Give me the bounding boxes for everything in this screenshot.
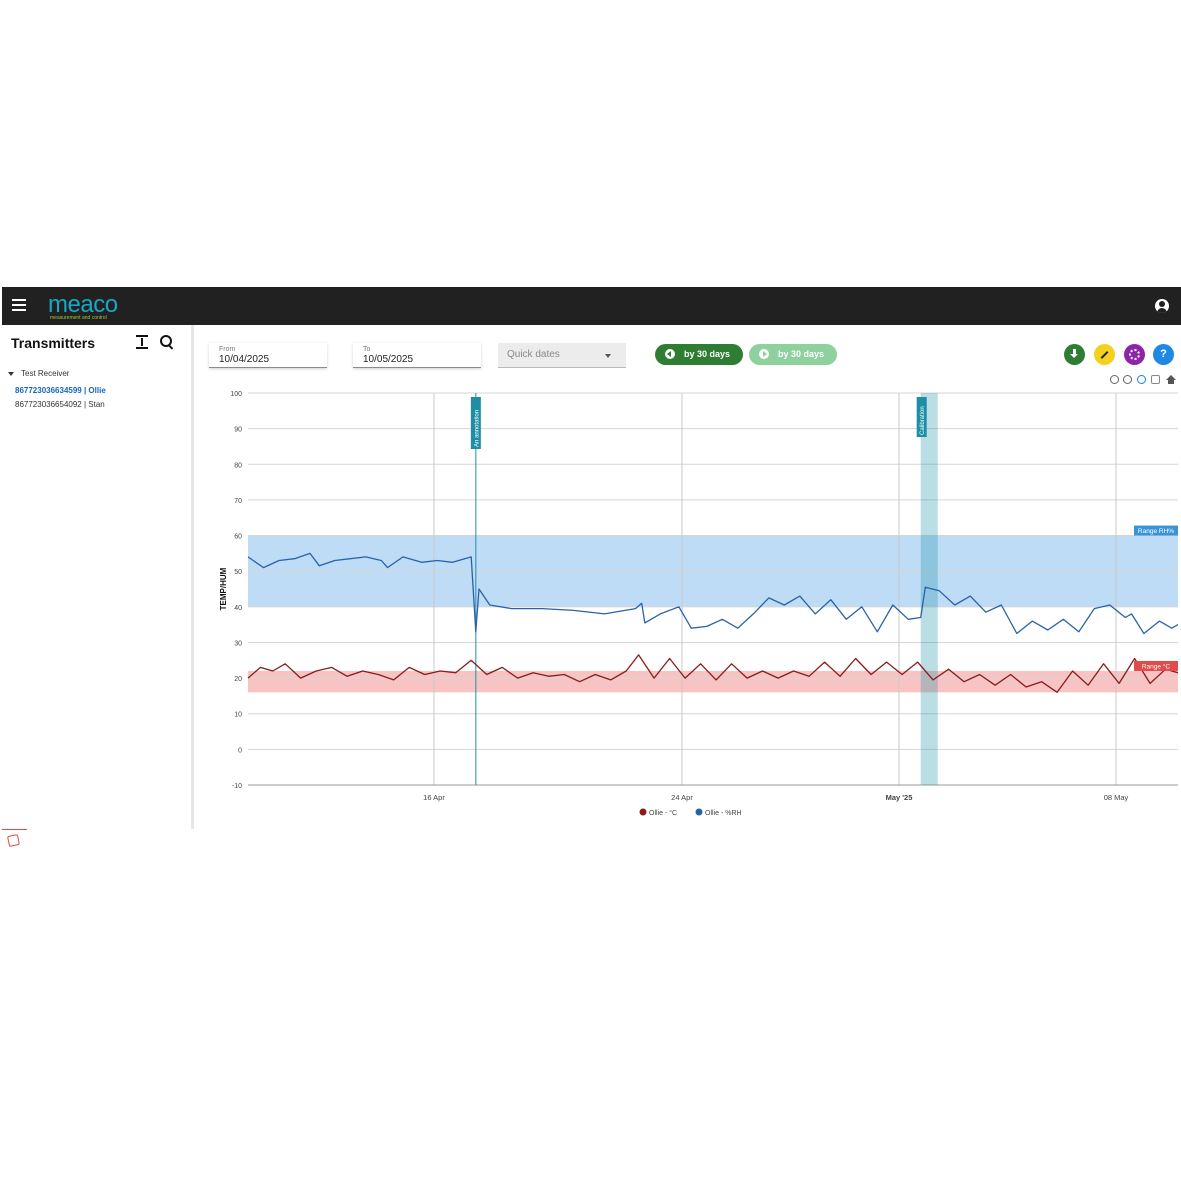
quick-dates-placeholder: Quick dates bbox=[507, 349, 560, 360]
to-date-field[interactable]: To 10/05/2025 bbox=[353, 343, 481, 368]
to-label: To bbox=[363, 346, 371, 353]
y-tick-label: 0 bbox=[238, 747, 242, 754]
fullscreen-icon[interactable] bbox=[1094, 344, 1115, 365]
range-band bbox=[248, 670, 1178, 693]
y-tick-label: 80 bbox=[234, 462, 242, 469]
forward-30-days-label: by 30 days bbox=[778, 349, 825, 359]
gear-icon[interactable] bbox=[1124, 344, 1145, 365]
annotation-range bbox=[920, 393, 938, 785]
to-value[interactable]: 10/05/2025 bbox=[363, 354, 414, 365]
top-app-bar: meaco measurement and control bbox=[2, 287, 1181, 325]
legend-label: Ollie - °C bbox=[649, 809, 677, 817]
arrow-right-circle-icon bbox=[759, 349, 769, 359]
y-tick-label: 30 bbox=[234, 640, 242, 647]
zoom-in-icon[interactable] bbox=[1110, 375, 1119, 384]
app-window: meaco measurement and control Transmitte… bbox=[2, 287, 1181, 829]
search-icon[interactable] bbox=[160, 335, 174, 349]
selection-zoom-icon[interactable] bbox=[1137, 375, 1146, 384]
meaco-logo: meaco measurement and control bbox=[48, 291, 130, 323]
download-icon[interactable] bbox=[1064, 344, 1085, 365]
legend-label: Ollie - %RH bbox=[705, 810, 742, 817]
annotation-tag bbox=[916, 397, 927, 437]
y-tick-label: 50 bbox=[234, 569, 242, 576]
legend-marker bbox=[639, 808, 647, 816]
arrow-left-circle-icon bbox=[665, 349, 675, 359]
annotation-label: Calibration bbox=[920, 406, 926, 435]
from-label: From bbox=[219, 346, 236, 353]
legend-marker bbox=[695, 808, 703, 816]
y-tick-label: 20 bbox=[234, 676, 242, 683]
back-30-days-button[interactable]: by 30 days bbox=[655, 344, 743, 365]
y-tick-label: 60 bbox=[234, 534, 242, 541]
quick-dates-select[interactable]: Quick dates bbox=[498, 343, 626, 368]
from-date-field[interactable]: From 10/04/2025 bbox=[209, 343, 327, 368]
brand-name: meaco bbox=[48, 291, 118, 318]
transmitter-item-ollie[interactable]: 867723036634599 | Ollie bbox=[15, 386, 106, 395]
account-circle-icon[interactable] bbox=[1155, 299, 1169, 313]
series-line bbox=[247, 654, 1179, 693]
caret-down-icon bbox=[8, 371, 14, 376]
dropdown-arrow-icon bbox=[605, 354, 611, 358]
y-tick-label: 10 bbox=[234, 712, 242, 719]
annotation-label: An annotation bbox=[474, 410, 480, 447]
x-tick-label: 16 Apr bbox=[423, 793, 445, 802]
transmitters-sidebar: Transmitters Test Receiver 8677230366345… bbox=[2, 325, 194, 829]
x-tick-label: May '25 bbox=[886, 793, 913, 802]
receiver-label: Test Receiver bbox=[21, 369, 70, 378]
tree-node-receiver[interactable]: Test Receiver bbox=[8, 369, 69, 378]
menu-icon[interactable] bbox=[12, 299, 26, 311]
y-tick-label: -10 bbox=[232, 783, 242, 790]
x-tick-label: 24 Apr bbox=[671, 793, 693, 802]
range-tag-label: Range °C bbox=[1142, 662, 1171, 670]
series-line bbox=[247, 552, 1179, 635]
y-axis-title: TEMP/HUM bbox=[219, 567, 228, 610]
transmitter-item-stan[interactable]: 867723036654092 | Stan bbox=[15, 400, 105, 409]
stamp-icon bbox=[2, 829, 27, 850]
range-tag bbox=[1134, 660, 1178, 671]
from-value[interactable]: 10/04/2025 bbox=[219, 354, 270, 365]
expand-vertical-icon[interactable] bbox=[136, 335, 148, 349]
range-tag bbox=[1134, 525, 1178, 536]
brand-tagline: measurement and control bbox=[50, 315, 107, 321]
back-30-days-label: by 30 days bbox=[684, 349, 731, 359]
zoom-out-icon[interactable] bbox=[1123, 375, 1132, 384]
range-tag-label: Range RH% bbox=[1138, 528, 1174, 535]
y-tick-label: 100 bbox=[230, 391, 242, 398]
pan-hand-icon[interactable] bbox=[1151, 375, 1160, 384]
forward-30-days-button[interactable]: by 30 days bbox=[749, 344, 837, 365]
y-tick-label: 40 bbox=[234, 605, 242, 612]
help-icon[interactable]: ? bbox=[1153, 344, 1174, 365]
x-tick-label: 08 May bbox=[1104, 793, 1129, 802]
reset-zoom-home-icon[interactable] bbox=[1166, 375, 1176, 384]
chart-zoom-toolbar bbox=[1110, 375, 1181, 387]
y-tick-label: 90 bbox=[234, 427, 242, 434]
annotation-tag bbox=[470, 397, 481, 449]
sidebar-title: Transmitters bbox=[11, 335, 96, 351]
y-tick-label: 70 bbox=[234, 498, 242, 505]
